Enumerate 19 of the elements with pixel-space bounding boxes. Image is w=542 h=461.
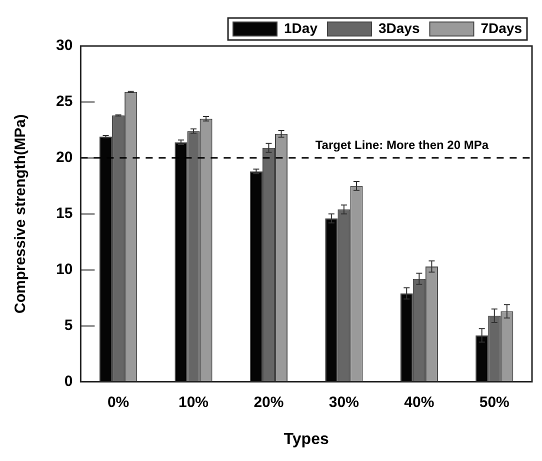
x-tick-label: 40% bbox=[404, 394, 434, 411]
x-tick-label: 0% bbox=[107, 394, 130, 411]
y-tick-label: 10 bbox=[56, 261, 73, 278]
y-axis-title: Compressive strength(MPa) bbox=[12, 114, 30, 314]
legend-label: 3Days bbox=[378, 20, 420, 36]
y-tick-label: 15 bbox=[56, 205, 73, 222]
x-tick-label: 30% bbox=[328, 394, 359, 411]
x-tick-label: 10% bbox=[178, 394, 209, 411]
legend-label: 1Day bbox=[284, 20, 318, 36]
y-tick-label: 0 bbox=[64, 372, 73, 390]
ref-line-label: Target Line: More then 20 MPa bbox=[315, 138, 489, 152]
y-tick-label: 5 bbox=[64, 316, 73, 334]
y-tick-label: 25 bbox=[56, 93, 73, 110]
x-axis-title: Types bbox=[284, 430, 329, 448]
x-tick-label: 50% bbox=[479, 394, 510, 411]
y-tick-label: 30 bbox=[56, 37, 73, 54]
y-tick-label: 20 bbox=[56, 149, 73, 166]
legend-label: 7Days bbox=[480, 20, 522, 36]
x-tick-label: 20% bbox=[254, 394, 284, 411]
